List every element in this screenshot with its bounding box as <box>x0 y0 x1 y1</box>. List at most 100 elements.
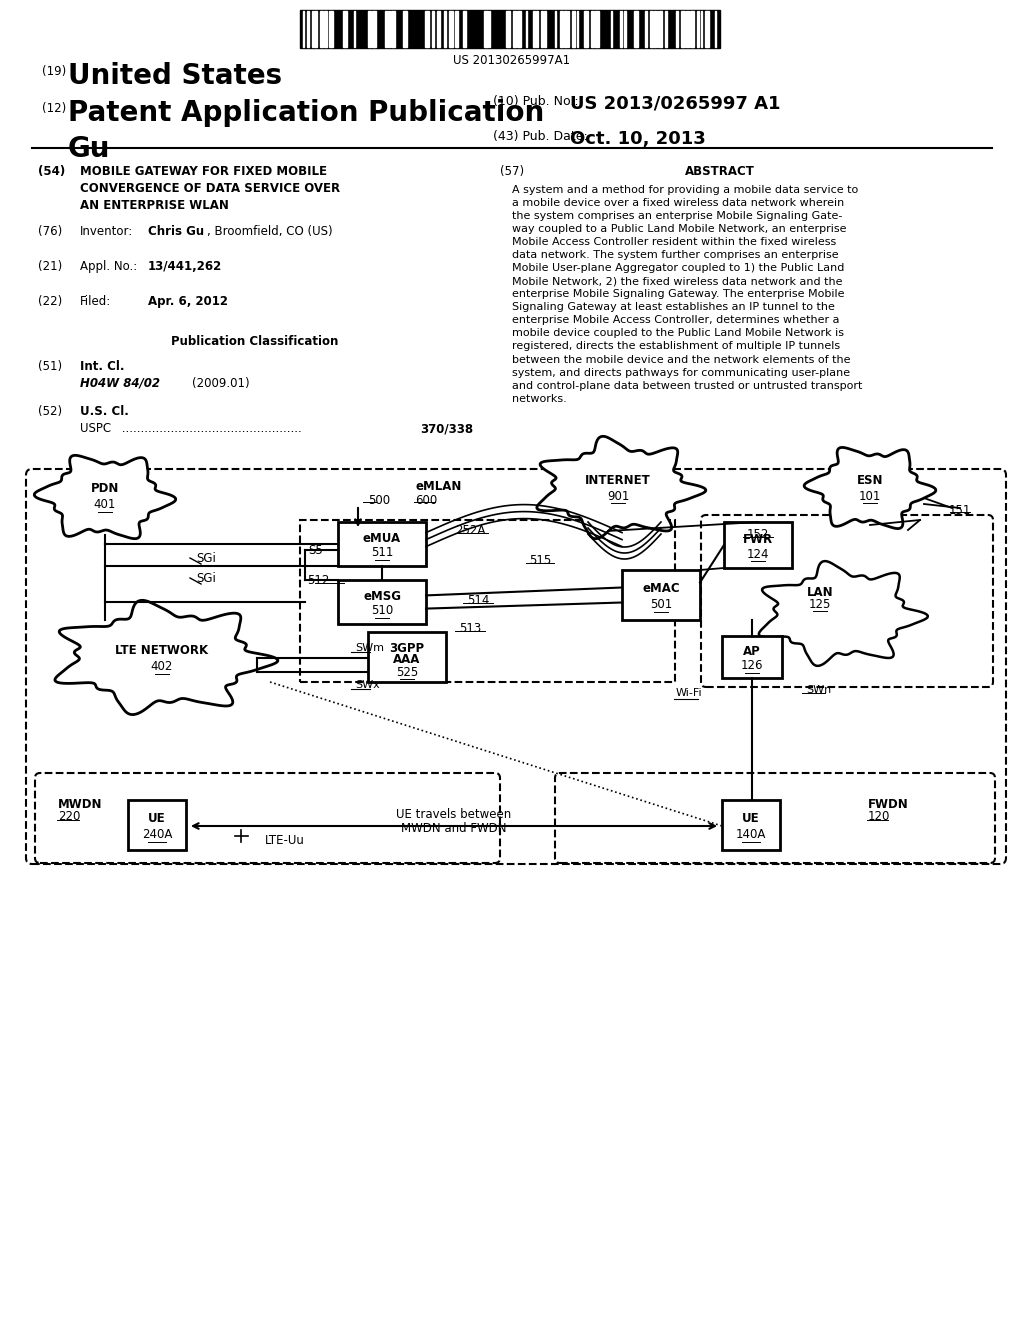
Text: AP: AP <box>743 645 761 659</box>
Text: 513: 513 <box>459 622 481 635</box>
Bar <box>697 11 699 48</box>
Bar <box>329 11 333 48</box>
Text: (76): (76) <box>38 224 62 238</box>
Text: 512: 512 <box>307 573 330 586</box>
Bar <box>425 11 429 48</box>
FancyBboxPatch shape <box>26 469 1006 865</box>
Text: SWm: SWm <box>355 643 384 653</box>
Text: FWDN: FWDN <box>868 797 908 810</box>
Text: 140A: 140A <box>736 829 766 842</box>
Text: LTE-Uu: LTE-Uu <box>265 833 305 846</box>
Text: Filed:: Filed: <box>80 294 112 308</box>
Bar <box>385 11 387 48</box>
Text: ABSTRACT: ABSTRACT <box>685 165 755 178</box>
Text: US 2013/0265997 A1: US 2013/0265997 A1 <box>570 95 780 114</box>
Bar <box>307 11 309 48</box>
Text: U.S. Cl.: U.S. Cl. <box>80 405 129 418</box>
Bar <box>690 11 694 48</box>
Text: 525: 525 <box>396 665 418 678</box>
Text: 13/441,262: 13/441,262 <box>148 260 222 273</box>
Text: 252A: 252A <box>455 524 485 536</box>
Text: (43) Pub. Date:: (43) Pub. Date: <box>493 129 588 143</box>
Bar <box>595 11 599 48</box>
Text: eMLAN: eMLAN <box>415 480 462 494</box>
Text: MWDN: MWDN <box>58 797 102 810</box>
Text: 124: 124 <box>746 548 769 561</box>
Text: Gu: Gu <box>68 135 111 162</box>
Bar <box>650 11 653 48</box>
Bar <box>705 11 709 48</box>
FancyBboxPatch shape <box>555 774 995 863</box>
Text: (57): (57) <box>500 165 524 178</box>
Text: (51): (51) <box>38 360 62 374</box>
Text: Apr. 6, 2012: Apr. 6, 2012 <box>148 294 228 308</box>
Bar <box>338 521 426 566</box>
Bar <box>544 11 546 48</box>
Text: SGi: SGi <box>196 552 216 565</box>
Bar <box>388 11 390 48</box>
Text: (54): (54) <box>38 165 66 178</box>
Text: MWDN and FWDN: MWDN and FWDN <box>401 821 507 834</box>
Bar <box>534 11 535 48</box>
Text: eMAC: eMAC <box>642 582 680 595</box>
Bar <box>343 11 347 48</box>
Text: FWR: FWR <box>743 532 773 545</box>
Bar <box>681 11 685 48</box>
Text: 514: 514 <box>467 594 489 606</box>
Bar <box>513 11 516 48</box>
Bar <box>634 11 638 48</box>
Bar <box>463 11 466 48</box>
Text: Wi-Fi: Wi-Fi <box>676 688 702 698</box>
FancyBboxPatch shape <box>300 520 675 682</box>
Bar <box>591 11 594 48</box>
Bar <box>536 11 538 48</box>
Text: eMSG: eMSG <box>362 590 401 603</box>
Text: Oct. 10, 2013: Oct. 10, 2013 <box>570 129 706 148</box>
Text: 501: 501 <box>650 598 672 611</box>
Bar <box>584 11 588 48</box>
Bar <box>314 11 317 48</box>
Text: Chris Gu: Chris Gu <box>148 224 204 238</box>
Text: Appl. No.:: Appl. No.: <box>80 260 137 273</box>
Bar <box>572 11 575 48</box>
Text: MOBILE GATEWAY FOR FIXED MOBILE
CONVERGENCE OF DATA SERVICE OVER
AN ENTERPRISE W: MOBILE GATEWAY FOR FIXED MOBILE CONVERGE… <box>80 165 340 213</box>
Text: 120: 120 <box>868 810 891 824</box>
Text: Inventor:: Inventor: <box>80 224 133 238</box>
Bar <box>686 11 689 48</box>
Bar <box>455 11 458 48</box>
Text: (19): (19) <box>42 65 67 78</box>
Bar <box>620 11 622 48</box>
PathPatch shape <box>55 601 278 714</box>
Text: 511: 511 <box>371 546 393 560</box>
Bar <box>368 632 446 682</box>
Bar <box>484 11 488 48</box>
Text: (22): (22) <box>38 294 62 308</box>
Text: (2009.01): (2009.01) <box>193 378 250 389</box>
Text: USPC: USPC <box>80 422 112 436</box>
PathPatch shape <box>537 437 706 539</box>
PathPatch shape <box>759 561 928 665</box>
Text: 220: 220 <box>58 810 80 824</box>
FancyBboxPatch shape <box>701 515 993 686</box>
Bar <box>338 579 426 624</box>
Bar <box>622 570 700 620</box>
Bar <box>722 636 782 678</box>
Text: Int. Cl.: Int. Cl. <box>80 360 125 374</box>
Text: (10) Pub. No.:: (10) Pub. No.: <box>493 95 579 108</box>
Bar <box>506 11 510 48</box>
Text: 126: 126 <box>740 659 763 672</box>
Text: LAN: LAN <box>807 586 834 598</box>
Bar <box>560 11 563 48</box>
Text: (12): (12) <box>42 102 67 115</box>
Text: 401: 401 <box>94 499 116 511</box>
Bar <box>432 11 434 48</box>
Bar <box>368 11 371 48</box>
Text: (52): (52) <box>38 405 62 418</box>
Text: A system and a method for providing a mobile data service to
a mobile device ove: A system and a method for providing a mo… <box>512 185 862 404</box>
Bar <box>645 11 647 48</box>
Text: Patent Application Publication: Patent Application Publication <box>68 99 544 127</box>
Bar <box>659 11 662 48</box>
Text: 510: 510 <box>371 605 393 618</box>
Text: PDN: PDN <box>91 483 119 495</box>
Text: LTE NETWORK: LTE NETWORK <box>116 644 209 657</box>
